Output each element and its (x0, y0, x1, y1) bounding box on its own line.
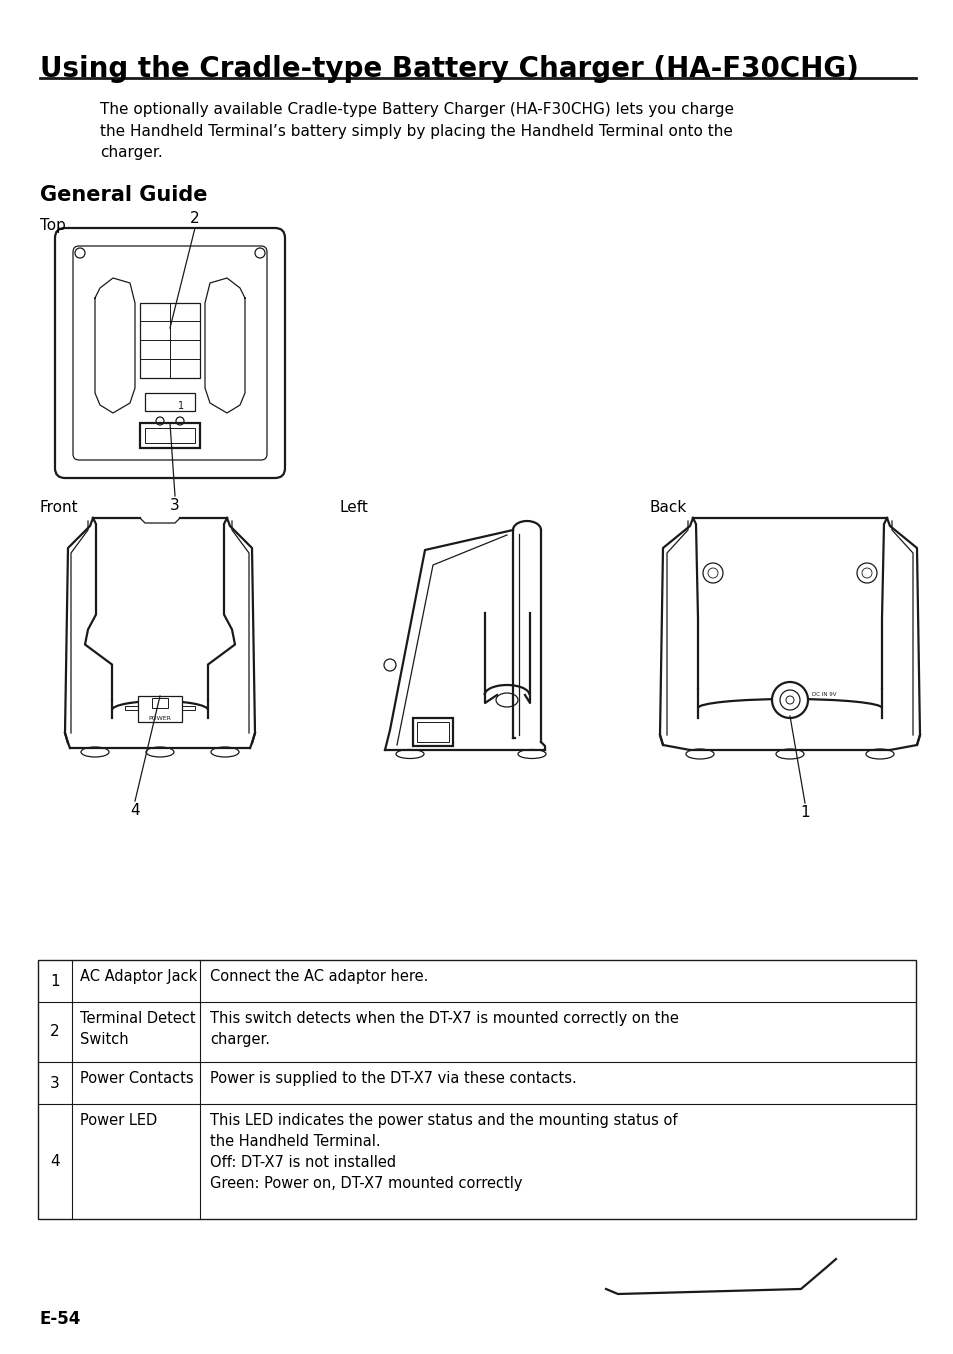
Bar (38, 960, 915, 1219)
Bar (145, 428, 194, 443)
Text: DC IN 9V: DC IN 9V (811, 692, 836, 697)
Text: General Guide: General Guide (40, 185, 208, 204)
Text: 1: 1 (178, 401, 184, 412)
Text: Using the Cradle-type Battery Charger (HA-F30CHG): Using the Cradle-type Battery Charger (H… (40, 56, 858, 83)
Text: Front: Front (40, 500, 78, 515)
Ellipse shape (211, 747, 239, 757)
Ellipse shape (395, 750, 423, 758)
Bar (145, 393, 194, 412)
Text: Terminal Detect
Switch: Terminal Detect Switch (80, 1011, 195, 1047)
Circle shape (702, 563, 722, 584)
Ellipse shape (775, 749, 803, 760)
Ellipse shape (81, 747, 109, 757)
Bar (138, 696, 182, 722)
Bar (140, 303, 200, 378)
Ellipse shape (517, 750, 545, 758)
Bar (413, 718, 453, 746)
Text: AC Adaptor Jack: AC Adaptor Jack (80, 969, 197, 984)
Bar (125, 705, 194, 709)
Text: Back: Back (649, 500, 686, 515)
Ellipse shape (685, 749, 713, 760)
Text: Power is supplied to the DT-X7 via these contacts.: Power is supplied to the DT-X7 via these… (210, 1071, 577, 1086)
Text: The optionally available Cradle-type Battery Charger (HA-F30CHG) lets you charge: The optionally available Cradle-type Bat… (100, 102, 733, 160)
Text: 2: 2 (51, 1025, 60, 1040)
Circle shape (862, 567, 871, 578)
Text: This switch detects when the DT-X7 is mounted correctly on the
charger.: This switch detects when the DT-X7 is mo… (210, 1011, 679, 1047)
Ellipse shape (865, 749, 893, 760)
Text: 4: 4 (51, 1154, 60, 1169)
Circle shape (707, 567, 718, 578)
Circle shape (771, 682, 807, 718)
Text: E-54: E-54 (40, 1311, 81, 1328)
Circle shape (856, 563, 876, 584)
Text: 1: 1 (51, 974, 60, 988)
Text: Connect the AC adaptor here.: Connect the AC adaptor here. (210, 969, 428, 984)
Text: This LED indicates the power status and the mounting status of
the Handheld Term: This LED indicates the power status and … (210, 1113, 677, 1192)
Text: Left: Left (339, 500, 369, 515)
Bar (416, 722, 449, 742)
Text: 3: 3 (170, 498, 180, 513)
Text: Power LED: Power LED (80, 1113, 157, 1128)
Text: 1: 1 (800, 806, 809, 821)
Ellipse shape (146, 747, 173, 757)
Circle shape (780, 691, 800, 709)
Bar (140, 422, 200, 448)
Circle shape (785, 696, 793, 704)
Text: Top: Top (40, 218, 66, 233)
Text: 2: 2 (190, 211, 199, 226)
Text: Power Contacts: Power Contacts (80, 1071, 193, 1086)
Text: 3: 3 (51, 1075, 60, 1090)
Text: POWER: POWER (149, 716, 172, 720)
Bar (152, 699, 168, 708)
Text: 4: 4 (130, 803, 140, 818)
